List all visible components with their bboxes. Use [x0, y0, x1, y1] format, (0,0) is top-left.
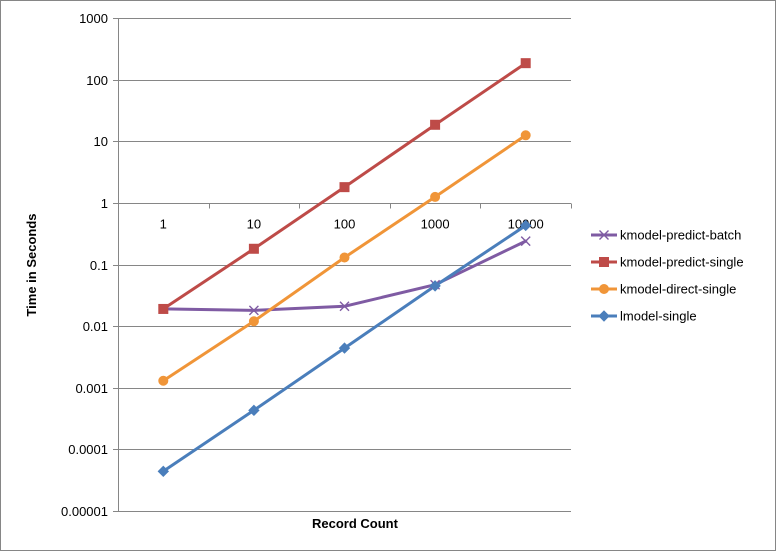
legend-label-kmodel-predict-single: kmodel-predict-single — [620, 255, 744, 270]
y-axis-ticks: 0.00001 0.0001 0.001 0.01 0.1 1 10 100 1000 — [61, 11, 108, 519]
data-point-lmodel-single-10 — [248, 404, 260, 417]
legend-item-kmodel-predict-batch: kmodel-predict-batch — [591, 228, 741, 243]
legend: kmodel-predict-batch kmodel-predict-singl… — [591, 228, 744, 324]
data-point-lmodel-single-100 — [338, 342, 351, 354]
x-tick-label-1: 10 — [247, 217, 261, 232]
data-point-kmodel-predict-single-1 — [158, 303, 169, 314]
legend-item-kmodel-predict-single: kmodel-predict-single — [591, 255, 744, 270]
y-tick-label-0: 0.00001 — [61, 504, 108, 519]
y-tick-label-6: 10 — [94, 134, 108, 149]
data-point-kmodel-predict-batch-10000 — [520, 236, 531, 247]
data-point-kmodel-predict-batch-100 — [339, 301, 350, 312]
series-line-kmodel-predict-batch — [161, 239, 528, 312]
data-point-kmodel-predict-single-10000 — [520, 58, 531, 69]
y-tick-label-2: 0.001 — [75, 381, 108, 396]
axes — [113, 18, 572, 512]
data-point-kmodel-direct-single-1000 — [430, 191, 441, 202]
data-point-kmodel-predict-single-100 — [339, 182, 350, 193]
y-tick-label-7: 100 — [86, 73, 108, 88]
legend-label-lmodel-single: lmodel-single — [620, 309, 697, 324]
data-point-kmodel-direct-single-10 — [248, 316, 259, 327]
data-point-kmodel-predict-single-10 — [248, 243, 259, 254]
series-lines — [161, 61, 528, 473]
y-tick-label-8: 1000 — [79, 11, 108, 26]
series-markers — [157, 58, 532, 478]
data-point-lmodel-single-1 — [157, 465, 170, 478]
legend-label-kmodel-predict-batch: kmodel-predict-batch — [620, 228, 741, 243]
data-point-kmodel-direct-single-100 — [339, 252, 350, 263]
data-point-lmodel-single-1000 — [429, 280, 441, 292]
legend-marker-kmodel-direct-single — [599, 284, 609, 294]
y-tick-label-4: 0.1 — [90, 258, 108, 273]
legend-marker-kmodel-predict-single — [599, 257, 609, 267]
gridlines — [118, 18, 571, 512]
data-point-kmodel-direct-single-10000 — [520, 130, 531, 141]
y-tick-label-5: 1 — [101, 196, 108, 211]
y-tick-label-3: 0.01 — [83, 319, 108, 334]
x-tick-label-2: 100 — [334, 217, 356, 232]
data-point-kmodel-predict-single-1000 — [430, 119, 441, 130]
data-point-kmodel-direct-single-1 — [158, 375, 169, 386]
x-tick-label-0: 1 — [160, 217, 167, 232]
y-tick-label-1: 0.0001 — [68, 442, 108, 457]
legend-item-lmodel-single: lmodel-single — [591, 309, 697, 324]
y-axis-title: Time in Seconds — [24, 213, 39, 316]
x-axis-title: Record Count — [312, 516, 399, 531]
legend-marker-kmodel-predict-batch — [599, 230, 609, 240]
data-point-kmodel-predict-batch-10 — [248, 305, 259, 316]
x-tick-label-3: 1000 — [421, 217, 450, 232]
legend-marker-lmodel-single — [598, 310, 610, 322]
legend-item-kmodel-direct-single: kmodel-direct-single — [591, 282, 736, 297]
data-point-lmodel-single-10000 — [519, 219, 532, 232]
x-axis-ticks: 110100100010000 — [160, 217, 544, 232]
legend-label-kmodel-direct-single: kmodel-direct-single — [620, 282, 736, 297]
